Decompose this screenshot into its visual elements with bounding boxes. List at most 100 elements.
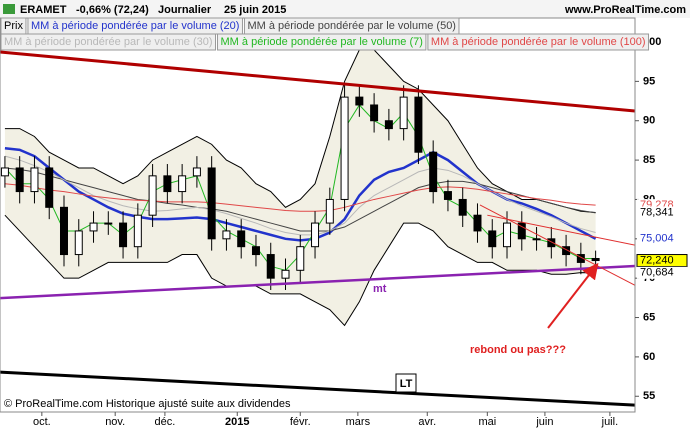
candle-body [133, 214, 142, 248]
candle-body [296, 246, 305, 271]
candle-body [547, 238, 556, 248]
price-tag: 70,684 [640, 267, 674, 279]
lt-box [395, 373, 417, 393]
candle-body [429, 151, 438, 193]
ma-line [4, 183, 596, 212]
candle-body [74, 230, 83, 256]
candle-body [251, 246, 260, 256]
tab-box [0, 33, 217, 51]
tab-label: MM à période pondérée par le volume (30) [4, 36, 213, 48]
candle-body [45, 167, 54, 208]
candle-body [192, 167, 201, 177]
candle-body [15, 167, 24, 193]
candle-body [399, 96, 408, 130]
site: www.ProRealTime.com [564, 4, 686, 16]
tab-label: Prix [4, 20, 23, 32]
x-tick-label: 2015 [225, 416, 249, 428]
candle-body [89, 222, 98, 232]
price-tag-box [637, 266, 687, 279]
candle-body [488, 230, 497, 248]
price-tag-box [636, 254, 688, 268]
ma-line [4, 167, 596, 232]
legend-item: MM à période pondérée par le volume (100… [427, 33, 650, 51]
trend-line [0, 50, 635, 113]
legend-item: MM à période pondérée par le volume (20) [27, 17, 243, 35]
header-bar [0, 0, 690, 18]
candle-body [104, 222, 113, 225]
candle-body [178, 175, 187, 193]
band-upper [4, 49, 596, 214]
tab-label: MM à période pondérée par le volume (50) [247, 20, 456, 32]
candle-body [340, 96, 349, 200]
price-tag: 75,004 [640, 233, 674, 245]
price-tab: Prix [0, 17, 27, 35]
x-tick-label: oct. [33, 416, 51, 428]
candle-body [207, 167, 216, 240]
date: 25 juin 2015 [224, 4, 286, 16]
x-tick-label: juil. [601, 416, 619, 428]
legend-item: MM à période pondérée par le volume (7) [217, 33, 427, 51]
legend-item: MM à période pondérée par le volume (50) [243, 17, 460, 35]
candle-body [0, 167, 9, 177]
trend-line [479, 204, 635, 286]
candle-body [517, 222, 526, 240]
candle-body [355, 96, 364, 106]
y-tick-label: 65 [643, 311, 655, 323]
candle-body [59, 206, 68, 256]
x-tick-label: mai [478, 416, 496, 428]
candle-body [163, 175, 172, 193]
candle-body [458, 198, 467, 216]
candle-body [443, 191, 452, 200]
candle-body [414, 96, 423, 153]
annotation-mt: mt [373, 283, 387, 295]
candle-body [30, 167, 39, 193]
annotation-question: rebond ou pas??? [470, 344, 566, 356]
y-tick-label: 55 [643, 390, 655, 402]
x-tick-label: déc. [155, 416, 176, 428]
price-tag: 72,240 [640, 254, 674, 266]
source: © ProRealTime.com Historique ajusté suit… [4, 398, 291, 410]
candle-body [266, 254, 275, 279]
band-lower [4, 214, 596, 327]
icon [3, 4, 15, 14]
x-tick-label: avr. [418, 416, 436, 428]
y-tick-label: 60 [643, 351, 655, 363]
candle-body [281, 269, 290, 279]
tab-box [427, 33, 650, 51]
candle-body [119, 222, 128, 248]
arrow [547, 262, 599, 329]
candle-body [370, 104, 379, 122]
x-tick-label: nov. [105, 416, 125, 428]
candle-body [384, 120, 393, 130]
candle-body [503, 222, 512, 248]
candle-body [237, 230, 246, 248]
band-fill [4, 49, 596, 326]
candle-body [532, 238, 541, 241]
plot [0, 49, 635, 407]
price-tag-box [637, 232, 687, 245]
candle-body [562, 246, 571, 256]
title: ERAMET [20, 4, 67, 16]
tab-box [217, 33, 427, 51]
x-tick-label: févr. [290, 416, 311, 428]
change: -0,66% (72,24) [76, 4, 149, 16]
x-tick-label: juin [535, 416, 553, 428]
candle-body [591, 257, 600, 262]
trend-line [0, 370, 635, 407]
price-tag: 78,341 [640, 206, 674, 218]
legend-item: MM à période pondérée par le volume (30) [0, 33, 217, 51]
y-tick-label: 90 [643, 115, 655, 127]
y-tick-label: 95 [643, 75, 655, 87]
tab-label: MM à période pondérée par le volume (100… [431, 36, 646, 48]
trend-line [0, 264, 635, 300]
candle-body [325, 198, 334, 224]
tab-label: MM à période pondérée par le volume (7) [221, 36, 423, 48]
price-tag-box [637, 206, 687, 219]
annotation-lt: LT [400, 378, 413, 390]
period: Journalier [158, 4, 212, 16]
candle-body [311, 222, 320, 248]
trend-line [487, 214, 635, 246]
x-tick-label: mars [346, 416, 371, 428]
y-tick-label: 85 [643, 154, 655, 166]
